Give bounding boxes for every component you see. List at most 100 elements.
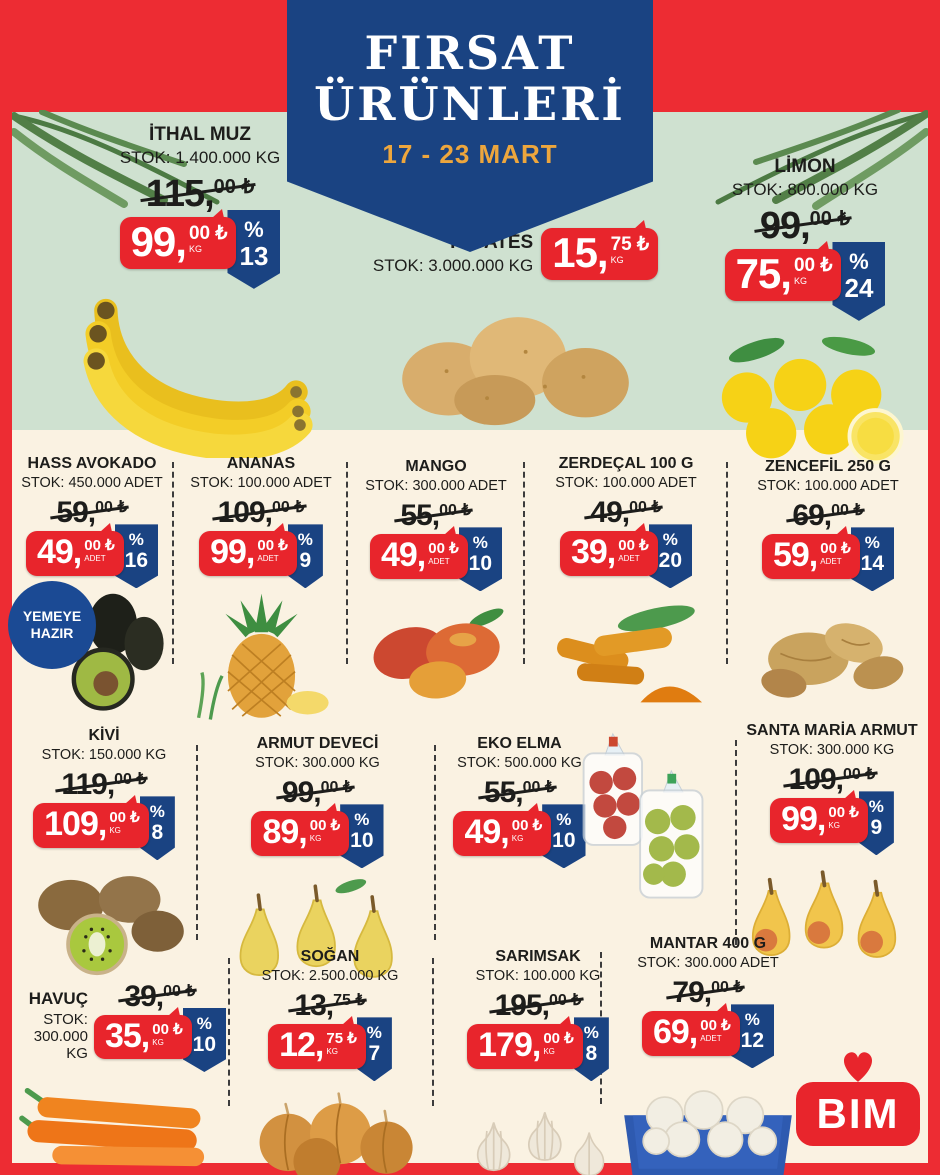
pears-image: [239, 879, 393, 978]
price-tag: 99, 00 ₺ ADET: [199, 523, 297, 576]
product-stock: STOK: 100.000 ADET: [757, 478, 899, 495]
product-stock: STOK: 300.000 ADET: [365, 478, 507, 495]
product-card-mantar: MANTAR 400 G STOK: 300.000 ADET 79,00 ₺ …: [606, 935, 810, 1175]
price-tag: 99, 00 ₺ KG: [119, 208, 237, 269]
product-name: EKO ELMA: [477, 735, 562, 752]
product-card-zencefil: ZENCEFİL 250 G STOK: 100.000 ADET 69,00 …: [730, 458, 926, 706]
product-card-ananas: ANANAS STOK: 100.000 ADET 109,00 ₺ 99, 0…: [178, 455, 344, 722]
product-card-ithal-muz: İTHAL MUZ STOK: 1.400.000 KG 115,00 ₺ 99…: [75, 124, 325, 458]
product-card-havuc: HAVUÇ STOK: 300.000 KG 39,00 ₺ 35, 00 ₺ K…: [12, 975, 226, 1168]
product-card-limon: LİMON STOK: 800.000 KG 99,00 ₺ 75, 00 ₺ K…: [695, 156, 915, 470]
price-tag-row: 99, 00 ₺ KG % 9: [737, 790, 927, 856]
price-tag-row: 99, 00 ₺ ADET % 9: [178, 523, 344, 589]
old-price: 99,00 ₺: [759, 204, 851, 247]
product-card-eko-elma: EKO ELMA STOK: 500.000 KG 55,00 ₺ 49, 00…: [437, 735, 602, 869]
product-stock: STOK: 100.000 ADET: [555, 475, 697, 492]
product-name: MANGO: [405, 458, 467, 475]
price-tag: 49, 00 ₺ ADET: [369, 526, 468, 579]
price-tag-row: 99, 00 ₺ KG % 13: [75, 208, 325, 289]
old-price: 99,00 ₺: [281, 776, 354, 810]
product-name: SARIMSAK: [495, 948, 581, 965]
product-card-zerdecal: ZERDEÇAL 100 G STOK: 100.000 ADET 49,00 …: [528, 455, 724, 708]
product-stock: STOK: 2.500.000 KG: [261, 968, 399, 985]
old-price: 79,00 ₺: [672, 976, 744, 1010]
product-stock: STOK: 300.000 KG: [33, 1011, 88, 1062]
price-tag-row: 35, 00 ₺ KG % 10: [93, 1006, 226, 1072]
price-tag-row: 49, 00 ₺ KG % 10: [437, 803, 602, 869]
lemons-image: [721, 336, 904, 465]
product-stock: STOK: 150.000 KG: [41, 747, 167, 764]
product-name: ARMUT DEVECİ: [256, 735, 379, 752]
price-tag: 35, 00 ₺ KG: [93, 1006, 192, 1060]
price-tag-row: 39, 00 ₺ ADET % 20: [528, 523, 724, 589]
price-tag-row: 59, 00 ₺ ADET % 14: [730, 526, 926, 592]
divider: [735, 740, 737, 945]
pineapple-image: [196, 594, 329, 721]
product-stock: STOK: 500.000 KG: [457, 755, 582, 772]
campaign-date-range: 17 - 23 MART: [382, 139, 558, 170]
product-name: ZERDEÇAL 100 G: [558, 455, 694, 472]
old-price: 39,00 ₺: [124, 980, 196, 1013]
product-card-hass-avokado: HASS AVOKADO STOK: 450.000 ADET 59,00 ₺ …: [8, 455, 172, 712]
product-name: SANTA MARİA ARMUT: [746, 722, 918, 739]
divider: [196, 745, 198, 940]
bananas-image: [83, 298, 313, 458]
ginger-image: [760, 623, 903, 698]
potatoes-image: [401, 317, 629, 426]
product-name: SOĞAN: [300, 948, 360, 965]
divider: [523, 462, 525, 664]
divider: [172, 462, 174, 664]
price-tag: 39, 00 ₺ ADET: [559, 523, 658, 576]
mushroom-tray-image: [624, 1090, 792, 1175]
product-card-santa-maria-armut: SANTA MARİA ARMUT STOK: 300.000 KG 109,0…: [737, 722, 927, 977]
product-name: ANANAS: [226, 455, 296, 472]
price-tag: 15, 75 ₺ KG: [541, 220, 659, 280]
product-card-mango: MANGO STOK: 300.000 ADET 55,00 ₺ 49, 00 …: [352, 458, 520, 706]
divider: [726, 462, 728, 664]
old-price: 69,00 ₺: [792, 499, 864, 533]
turmeric-image: [557, 605, 703, 703]
old-price: 195,00 ₺: [494, 989, 582, 1023]
apple-bags-image: [582, 732, 704, 899]
discount-badge: % 13: [227, 209, 281, 289]
product-stock: STOK: 300.000 KG: [255, 755, 380, 772]
kiwis-image: [38, 876, 184, 976]
product-card-sogan: SOĞAN STOK: 2.500.000 KG 13,75 ₺ 12, 75 …: [232, 948, 428, 1175]
price-tag: 179, 00 ₺ KG: [467, 1016, 583, 1069]
product-stock: STOK: 450.000 ADET: [21, 475, 163, 492]
product-stock: STOK: 1.400.000 KG: [119, 147, 281, 167]
price-tag-row: 109, 00 ₺ KG % 8: [14, 795, 194, 861]
product-name: MANTAR 400 G: [649, 935, 767, 952]
product-stock: STOK: 300.000 KG: [769, 742, 895, 759]
campaign-title-line1: FIRSAT: [364, 26, 576, 80]
old-price: 13,75 ₺: [294, 989, 366, 1023]
divider: [432, 958, 434, 1106]
discount-badge: % 24: [832, 241, 886, 321]
ready-to-eat-badge: YEMEYE HAZIR: [8, 581, 96, 669]
old-price: 115,00 ₺: [145, 172, 255, 215]
price-tag-row: 12, 75 ₺ KG % 7: [232, 1016, 428, 1082]
blushed-pears-image: [752, 870, 897, 959]
mangoes-image: [373, 608, 504, 699]
old-price: 59,00 ₺: [56, 496, 128, 530]
price-tag: 49, 00 ₺ KG: [453, 803, 552, 856]
old-price: 55,00 ₺: [483, 776, 556, 810]
price-tag-row: 89, 00 ₺ KG % 10: [205, 803, 430, 869]
product-name: KİVİ: [88, 727, 120, 744]
product-name: ZENCEFİL 250 G: [765, 458, 891, 475]
old-price: 49,00 ₺: [590, 496, 662, 530]
bim-logo: BIM: [796, 1050, 920, 1146]
product-card-kivi: KİVİ STOK: 150.000 KG 119,00 ₺ 109, 00 ₺…: [14, 727, 194, 976]
product-stock: STOK: 100.000 KG: [475, 968, 601, 985]
product-card-patates: PATATES STOK: 3.000.000 KG 15, 75 ₺KG: [358, 220, 673, 429]
product-stock: STOK: 100.000 ADET: [190, 475, 332, 492]
divider: [228, 958, 230, 1106]
price-tag-row: 179, 00 ₺ KG % 8: [438, 1016, 638, 1082]
product-card-armut-deveci: ARMUT DEVECİ STOK: 300.000 KG 99,00 ₺ 89…: [205, 735, 430, 992]
product-stock: STOK: 300.000 ADET: [637, 955, 779, 972]
discount-badge: % 10: [340, 804, 384, 869]
price-tag: 99, 00 ₺ KG: [770, 790, 868, 843]
price-tag: 49, 00 ₺ ADET: [25, 523, 124, 576]
product-stock: STOK: 800.000 KG: [731, 179, 879, 199]
palm-leaf-icon: [715, 110, 928, 210]
